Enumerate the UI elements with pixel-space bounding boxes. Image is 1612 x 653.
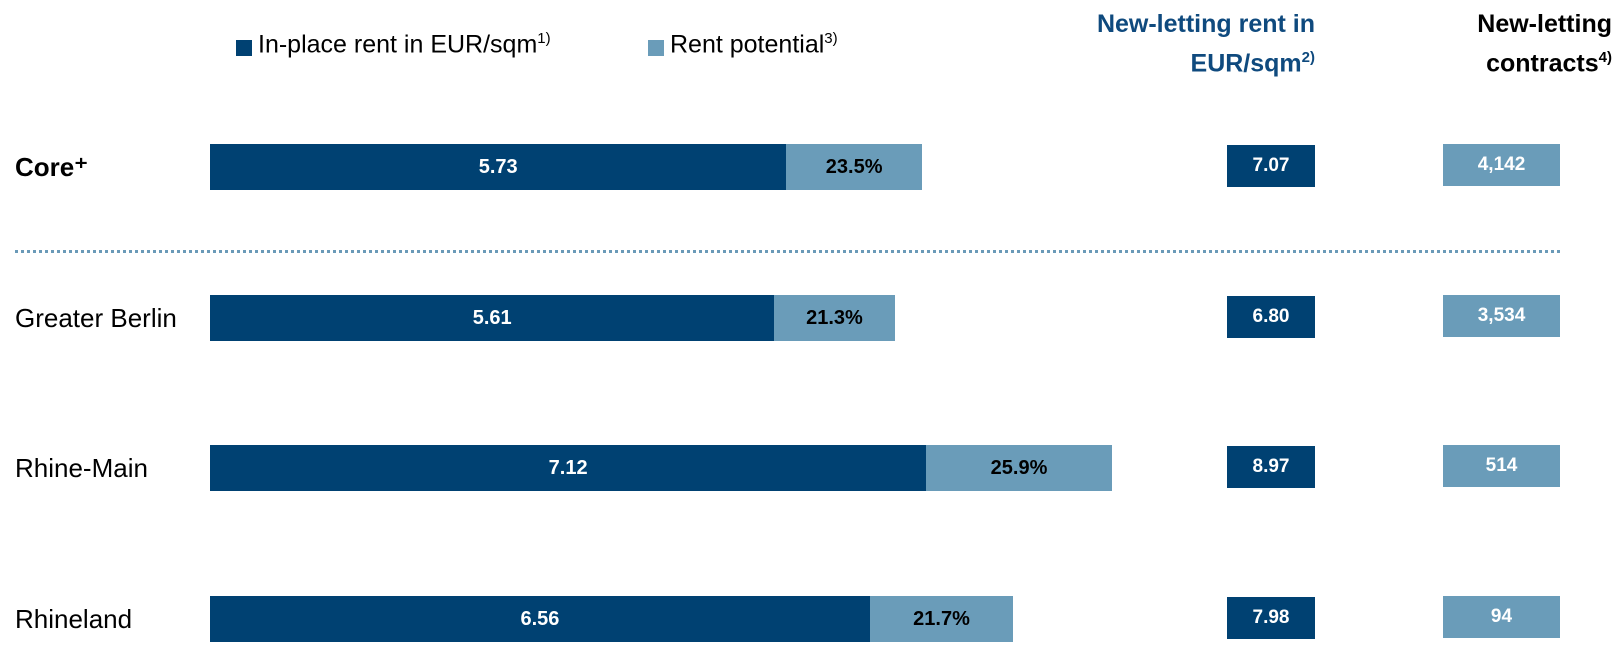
bar-value-label: 23.5% — [825, 155, 883, 178]
category-label: Rhineland — [15, 604, 133, 634]
bar: 6.56 — [210, 596, 870, 642]
header-text: New-letting contracts — [1477, 10, 1612, 78]
footnote: 4) — [1598, 49, 1612, 66]
bar: 23.5% — [786, 144, 922, 190]
legend-swatch — [648, 40, 664, 56]
column-header: New-letting contracts4) — [1412, 8, 1612, 80]
rent-box: 7.98 — [1227, 597, 1315, 639]
bar: 21.7% — [869, 596, 1014, 642]
legend-label: Rent potential3) — [670, 30, 838, 59]
bar-value-label: 21.3% — [806, 306, 863, 329]
column-header: New-letting rent in EUR/sqm2) — [1015, 8, 1315, 80]
contracts-box: 4,142 — [1443, 144, 1560, 186]
footnote: 2) — [1301, 49, 1315, 66]
bar: 5.73 — [210, 144, 787, 190]
category-label: Core⁺ — [15, 152, 88, 182]
header-text: New-letting rent in EUR/sqm — [1096, 10, 1315, 78]
bar: 7.12 — [210, 445, 927, 491]
bar-value-label: 25.9% — [990, 456, 1048, 479]
contracts-box: 94 — [1443, 596, 1560, 638]
contracts-box: 3,534 — [1443, 295, 1560, 337]
bar-value-label: 21.7% — [913, 607, 970, 630]
footnote: 3) — [824, 30, 838, 47]
legend-label: In-place rent in EUR/sqm1) — [258, 30, 551, 59]
bar: 5.61 — [210, 295, 775, 341]
rent-box: 7.07 — [1227, 145, 1315, 187]
legend-text: Rent potential — [670, 30, 825, 59]
bar-value-label: 7.12 — [548, 456, 588, 479]
bar-value-label: 5.73 — [478, 155, 518, 178]
category-label: Rhine-Main — [15, 453, 148, 483]
legend-swatch — [236, 40, 252, 56]
bar: 25.9% — [926, 445, 1112, 491]
bar: 21.3% — [774, 295, 895, 341]
separator — [15, 250, 1560, 253]
legend-text: In-place rent in EUR/sqm — [258, 30, 538, 59]
rent-box: 6.80 — [1227, 296, 1315, 338]
bar-value-label: 5.61 — [472, 306, 512, 329]
footnote: 1) — [537, 30, 551, 47]
category-label: Greater Berlin — [15, 303, 177, 333]
rent-box: 8.97 — [1227, 446, 1315, 488]
contracts-box: 514 — [1443, 445, 1560, 487]
bar-value-label: 6.56 — [520, 607, 560, 630]
